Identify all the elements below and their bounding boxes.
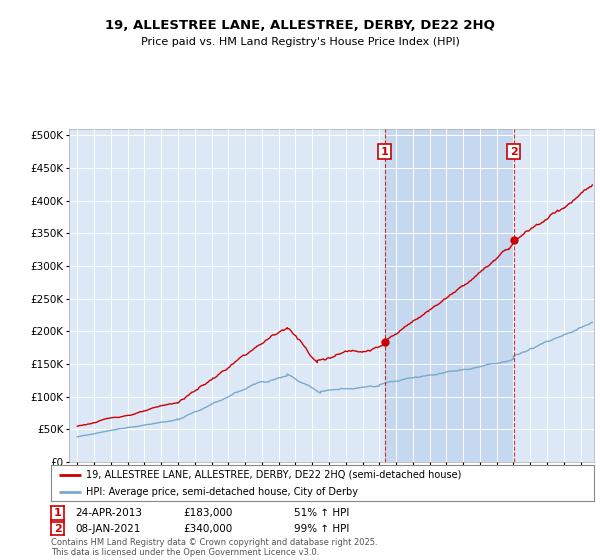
- Text: 2: 2: [510, 147, 518, 157]
- Text: 19, ALLESTREE LANE, ALLESTREE, DERBY, DE22 2HQ (semi-detached house): 19, ALLESTREE LANE, ALLESTREE, DERBY, DE…: [86, 470, 461, 480]
- Text: Contains HM Land Registry data © Crown copyright and database right 2025.
This d: Contains HM Land Registry data © Crown c…: [51, 538, 377, 557]
- Text: 24-APR-2013: 24-APR-2013: [75, 508, 142, 518]
- Text: £183,000: £183,000: [183, 508, 232, 518]
- Text: 1: 1: [54, 508, 61, 518]
- Text: HPI: Average price, semi-detached house, City of Derby: HPI: Average price, semi-detached house,…: [86, 487, 358, 497]
- Text: 51% ↑ HPI: 51% ↑ HPI: [294, 508, 349, 518]
- Text: 2: 2: [54, 524, 61, 534]
- Text: 99% ↑ HPI: 99% ↑ HPI: [294, 524, 349, 534]
- Text: 1: 1: [380, 147, 388, 157]
- Text: Price paid vs. HM Land Registry's House Price Index (HPI): Price paid vs. HM Land Registry's House …: [140, 37, 460, 47]
- Text: 19, ALLESTREE LANE, ALLESTREE, DERBY, DE22 2HQ: 19, ALLESTREE LANE, ALLESTREE, DERBY, DE…: [105, 18, 495, 32]
- Text: 08-JAN-2021: 08-JAN-2021: [75, 524, 140, 534]
- Bar: [385, 129, 514, 462]
- Text: £340,000: £340,000: [183, 524, 232, 534]
